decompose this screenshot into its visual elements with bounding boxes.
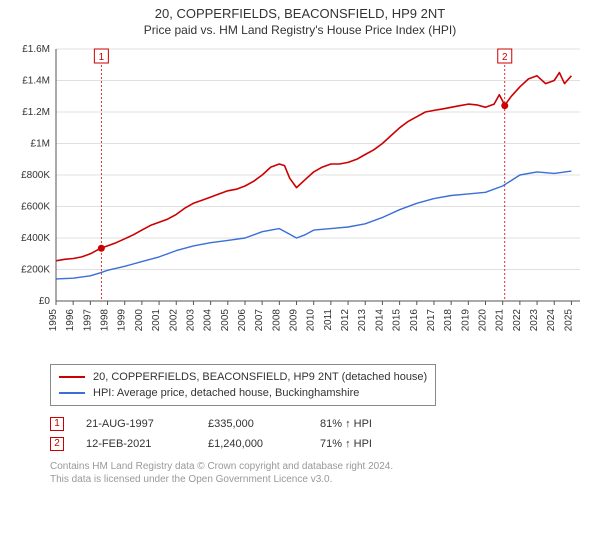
svg-text:2022: 2022 — [512, 309, 523, 332]
svg-text:£0: £0 — [39, 296, 51, 307]
svg-text:2001: 2001 — [151, 309, 162, 332]
footer-line-2: This data is licensed under the Open Gov… — [50, 473, 588, 486]
chart-title: 20, COPPERFIELDS, BEACONSFIELD, HP9 2NT — [12, 6, 588, 21]
svg-text:£400K: £400K — [21, 233, 50, 244]
sale-row-2: 2 12-FEB-2021 £1,240,000 71% ↑ HPI — [50, 434, 588, 454]
sales-table: 1 21-AUG-1997 £335,000 81% ↑ HPI 2 12-FE… — [50, 414, 588, 454]
legend-item-property: 20, COPPERFIELDS, BEACONSFIELD, HP9 2NT … — [59, 369, 427, 385]
svg-text:1: 1 — [99, 52, 105, 63]
svg-text:1995: 1995 — [48, 309, 59, 332]
svg-text:2: 2 — [502, 52, 508, 63]
svg-text:2017: 2017 — [426, 309, 437, 332]
svg-text:2018: 2018 — [443, 309, 454, 332]
legend-label-hpi: HPI: Average price, detached house, Buck… — [93, 385, 359, 401]
chart-plot: £0 £200K £400K £600K £800K £1M £1.2M £1.4M £1.6M… — [12, 43, 588, 358]
svg-text:2014: 2014 — [374, 309, 385, 332]
svg-text:2000: 2000 — [134, 309, 145, 332]
sale-price-2: £1,240,000 — [208, 434, 298, 454]
sale-row-1: 1 21-AUG-1997 £335,000 81% ↑ HPI — [50, 414, 588, 434]
svg-text:2004: 2004 — [203, 309, 214, 332]
svg-text:2006: 2006 — [237, 309, 248, 332]
svg-text:£1.6M: £1.6M — [22, 44, 50, 55]
sale-date-1: 21-AUG-1997 — [86, 414, 186, 434]
svg-text:2020: 2020 — [478, 309, 489, 332]
footer: Contains HM Land Registry data © Crown c… — [50, 460, 588, 486]
chart-subtitle: Price paid vs. HM Land Registry's House … — [12, 23, 588, 37]
svg-text:£800K: £800K — [21, 170, 50, 181]
svg-text:£200K: £200K — [21, 265, 50, 276]
svg-text:1997: 1997 — [82, 309, 93, 332]
svg-text:1996: 1996 — [65, 309, 76, 332]
legend-label-property: 20, COPPERFIELDS, BEACONSFIELD, HP9 2NT … — [93, 369, 427, 385]
svg-text:2024: 2024 — [546, 309, 557, 332]
svg-text:2008: 2008 — [271, 309, 282, 332]
sale-marker-1: 1 — [50, 417, 64, 431]
legend-swatch-hpi — [59, 392, 85, 394]
svg-text:2025: 2025 — [563, 309, 574, 332]
sale-price-1: £335,000 — [208, 414, 298, 434]
sale-date-2: 12-FEB-2021 — [86, 434, 186, 454]
legend-swatch-property — [59, 376, 85, 378]
svg-text:2013: 2013 — [357, 309, 368, 332]
sale-marker-2: 2 — [50, 437, 64, 451]
chart-container: 20, COPPERFIELDS, BEACONSFIELD, HP9 2NT … — [0, 0, 600, 494]
sale-pct-1: 81% ↑ HPI — [320, 414, 372, 434]
svg-text:2019: 2019 — [460, 309, 471, 332]
svg-text:2007: 2007 — [254, 309, 265, 332]
svg-text:£600K: £600K — [21, 202, 50, 213]
footer-line-1: Contains HM Land Registry data © Crown c… — [50, 460, 588, 473]
svg-text:£1.4M: £1.4M — [22, 76, 50, 87]
svg-text:2011: 2011 — [323, 309, 334, 331]
line-chart-svg: £0 £200K £400K £600K £800K £1M £1.2M £1.4M £1.6M… — [12, 43, 588, 353]
legend: 20, COPPERFIELDS, BEACONSFIELD, HP9 2NT … — [50, 364, 436, 406]
svg-text:1999: 1999 — [117, 309, 128, 332]
legend-item-hpi: HPI: Average price, detached house, Buck… — [59, 385, 427, 401]
svg-text:2023: 2023 — [529, 309, 540, 332]
svg-text:2005: 2005 — [220, 309, 231, 332]
svg-text:2015: 2015 — [392, 309, 403, 332]
svg-text:2012: 2012 — [340, 309, 351, 332]
svg-text:2009: 2009 — [289, 309, 300, 332]
svg-text:£1.2M: £1.2M — [22, 107, 50, 118]
svg-text:2002: 2002 — [168, 309, 179, 332]
svg-text:2010: 2010 — [306, 309, 317, 332]
svg-text:2003: 2003 — [185, 309, 196, 332]
svg-text:1998: 1998 — [100, 309, 111, 332]
svg-text:2016: 2016 — [409, 309, 420, 332]
sale-pct-2: 71% ↑ HPI — [320, 434, 372, 454]
svg-text:£1M: £1M — [31, 139, 50, 150]
svg-text:2021: 2021 — [495, 309, 506, 332]
